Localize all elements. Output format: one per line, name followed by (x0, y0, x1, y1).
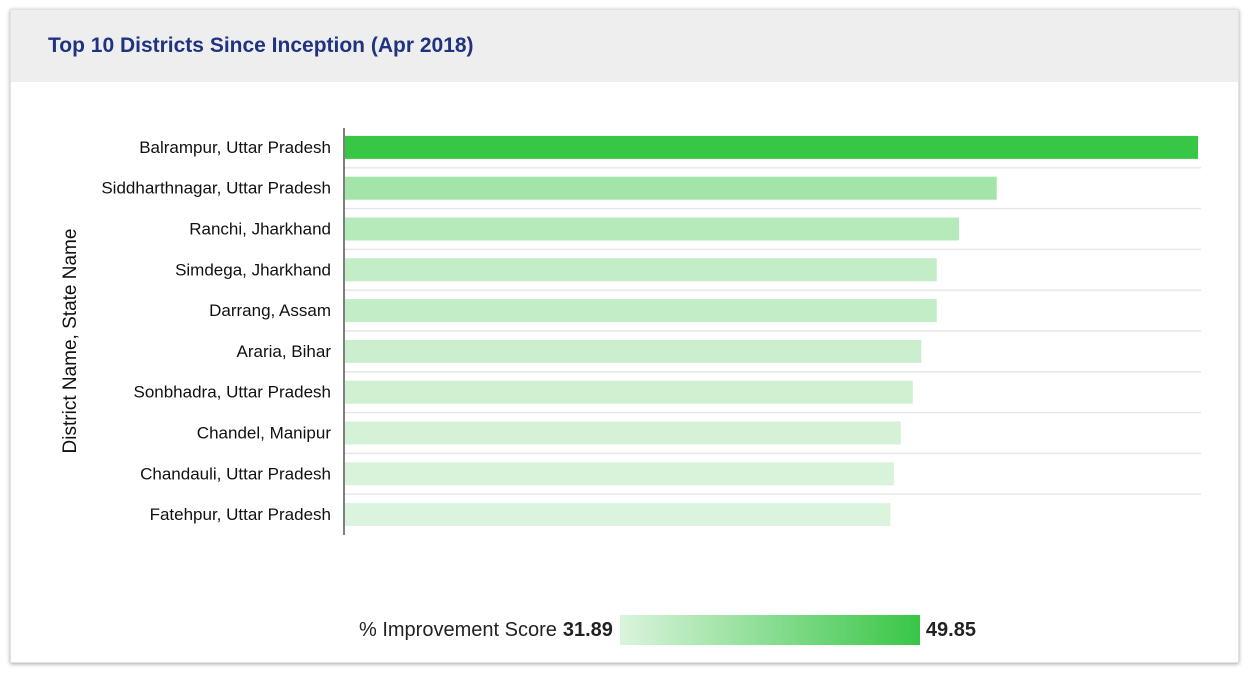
bar[interactable] (345, 258, 937, 282)
category-label: Araria, Bihar (237, 342, 332, 361)
legend-max-value: 49.85 (925, 618, 976, 641)
category-label: Siddharthnagar, Uttar Pradesh (101, 179, 331, 198)
category-label: Darrang, Assam (209, 301, 331, 320)
category-label: Sonbhadra, Uttar Pradesh (133, 383, 331, 402)
category-label: Chandel, Manipur (197, 424, 332, 443)
bars (345, 135, 1198, 527)
category-label: Balrampur, Uttar Pradesh (139, 138, 331, 157)
bar[interactable] (345, 339, 922, 363)
category-label: Chandauli, Uttar Pradesh (140, 464, 331, 483)
bar[interactable] (345, 217, 960, 241)
chart-title: Top 10 Districts Since Inception (Apr 20… (48, 34, 474, 57)
bar[interactable] (345, 135, 1198, 159)
category-label: Simdega, Jharkhand (175, 260, 331, 279)
bar[interactable] (345, 503, 891, 527)
category-label: Ranchi, Jharkhand (189, 220, 331, 239)
color-legend: % Improvement Score 31.89 49.85 (359, 615, 976, 645)
bar[interactable] (345, 421, 901, 445)
bar-chart: Balrampur, Uttar Pradesh Siddharthnagar, … (101, 128, 1201, 535)
card-header: Top 10 Districts Since Inception (Apr 20… (11, 10, 1238, 82)
bar[interactable] (345, 176, 997, 200)
legend-gradient (619, 615, 920, 645)
bar[interactable] (345, 380, 913, 404)
category-label: Fatehpur, Uttar Pradesh (150, 505, 331, 524)
bar[interactable] (345, 299, 937, 323)
y-axis-title: District Name, State Name (60, 228, 81, 454)
legend-gradient-bar (619, 615, 920, 645)
gridlines (344, 167, 1201, 495)
chart-card: Top 10 Districts Since Inception (Apr 20… (10, 9, 1239, 663)
legend-min-value: 31.89 (562, 618, 613, 641)
category-labels: Balrampur, Uttar Pradesh Siddharthnagar, … (101, 138, 331, 524)
legend-label: % Improvement Score (359, 618, 557, 641)
bar[interactable] (345, 462, 894, 486)
